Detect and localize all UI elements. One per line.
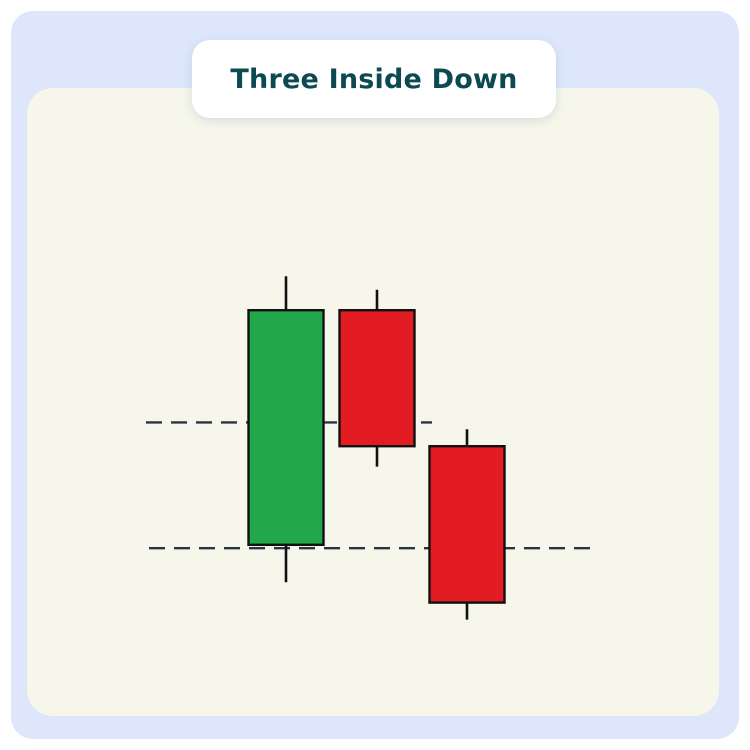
page-title: Three Inside Down — [230, 63, 518, 95]
candle-3 — [428, 429, 506, 620]
candle-3-body — [428, 445, 506, 604]
candle-1-body — [247, 309, 325, 547]
candle-1 — [247, 276, 325, 583]
candle-2-body — [338, 309, 416, 448]
candle-2 — [338, 289, 416, 467]
candles-layer — [247, 276, 506, 620]
title-badge: Three Inside Down — [192, 40, 556, 118]
